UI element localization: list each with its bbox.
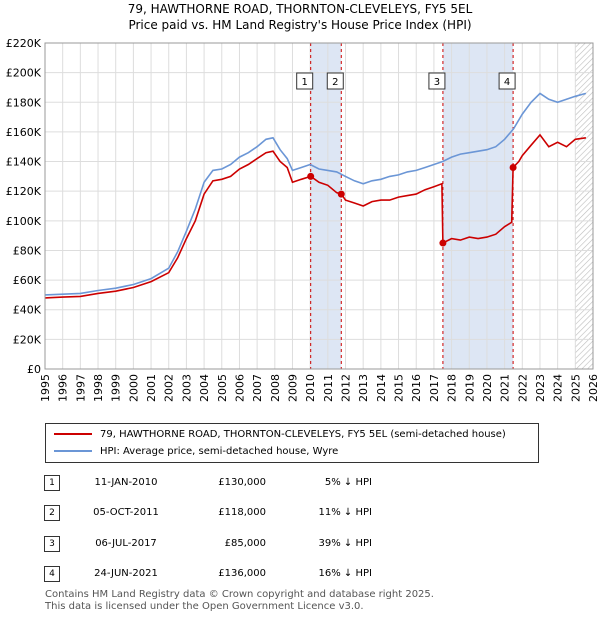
transaction-number-badge: 1 bbox=[44, 475, 60, 491]
transaction-date: 05-OCT-2011 bbox=[93, 507, 159, 518]
y-tick-label: £120K bbox=[6, 185, 42, 198]
x-tick-label: 2020 bbox=[481, 374, 494, 402]
transaction-row: 4 24-JUN-2021 £136,000 16% ↓ HPI bbox=[0, 566, 600, 584]
transaction-price: £85,000 bbox=[224, 538, 266, 549]
y-tick-label: £140K bbox=[6, 156, 42, 169]
x-tick-label: 2024 bbox=[552, 374, 565, 402]
y-tick-label: £0 bbox=[27, 363, 41, 376]
x-tick-label: 1998 bbox=[92, 374, 105, 402]
legend-swatch-hpi bbox=[54, 450, 92, 452]
x-tick-label: 2002 bbox=[163, 374, 176, 402]
sale-marker-label: 1 bbox=[302, 77, 308, 88]
sale-point bbox=[439, 239, 447, 247]
x-tick-label: 2008 bbox=[269, 374, 282, 402]
y-tick-label: £100K bbox=[6, 215, 42, 228]
sale-marker-label: 4 bbox=[504, 77, 510, 88]
x-tick-label: 2003 bbox=[180, 374, 193, 402]
sale-marker-box bbox=[498, 72, 516, 90]
sale-marker-box bbox=[428, 72, 446, 90]
x-tick-label: 2022 bbox=[516, 374, 529, 402]
x-tick-label: 2006 bbox=[233, 374, 246, 402]
x-tick-label: 2014 bbox=[375, 374, 388, 402]
sale-marker-label: 2 bbox=[332, 77, 338, 88]
sale-point bbox=[509, 163, 517, 171]
sale-marker-box bbox=[296, 72, 314, 90]
y-tick-label: £180K bbox=[6, 96, 42, 109]
x-tick-label: 2016 bbox=[410, 374, 423, 402]
sale-point bbox=[307, 172, 315, 180]
x-tick-label: 2011 bbox=[322, 374, 335, 402]
y-tick-label: £80K bbox=[13, 244, 42, 257]
x-tick-label: 2004 bbox=[198, 374, 211, 402]
x-tick-label: 2001 bbox=[145, 374, 158, 402]
legend-label-property: 79, HAWTHORNE ROAD, THORNTON-CLEVELEYS, … bbox=[100, 429, 506, 440]
transaction-number-badge: 4 bbox=[44, 566, 60, 582]
transaction-price: £136,000 bbox=[218, 568, 266, 579]
legend-item-hpi: HPI: Average price, semi-detached house,… bbox=[54, 444, 338, 460]
x-tick-label: 2023 bbox=[534, 374, 547, 402]
footer-copyright: Contains HM Land Registry data © Crown c… bbox=[45, 589, 434, 600]
chart-legend: 79, HAWTHORNE ROAD, THORNTON-CLEVELEYS, … bbox=[45, 423, 539, 463]
transaction-number-badge: 2 bbox=[44, 505, 60, 521]
x-tick-label: 2012 bbox=[340, 374, 353, 402]
x-tick-label: 2015 bbox=[393, 374, 406, 402]
x-tick-label: 2019 bbox=[463, 374, 476, 402]
x-tick-label: 1996 bbox=[57, 374, 70, 402]
transaction-hpi-diff: 16% ↓ HPI bbox=[318, 568, 372, 579]
x-tick-label: 2013 bbox=[357, 374, 370, 402]
footer-licence: This data is licensed under the Open Gov… bbox=[45, 601, 364, 612]
sale-period-band bbox=[310, 43, 342, 369]
y-tick-label: £40K bbox=[13, 304, 42, 317]
y-tick-label: £60K bbox=[13, 274, 42, 287]
legend-label-hpi: HPI: Average price, semi-detached house,… bbox=[100, 446, 339, 457]
x-tick-label: 2026 bbox=[587, 374, 600, 402]
transaction-date: 11-JAN-2010 bbox=[94, 477, 158, 488]
y-tick-label: £160K bbox=[6, 126, 42, 139]
transaction-date: 24-JUN-2021 bbox=[94, 568, 158, 579]
x-tick-label: 2017 bbox=[428, 374, 441, 402]
hpi-series-line bbox=[44, 92, 587, 296]
transaction-hpi-diff: 11% ↓ HPI bbox=[318, 507, 372, 518]
legend-item-property: 79, HAWTHORNE ROAD, THORNTON-CLEVELEYS, … bbox=[54, 427, 506, 443]
transaction-hpi-diff: 39% ↓ HPI bbox=[318, 538, 372, 549]
x-tick-label: 2009 bbox=[286, 374, 299, 402]
chart-title-line2: Price paid vs. HM Land Registry's House … bbox=[128, 18, 472, 32]
price-chart: £0 £20K £40K £60K £80K £100K £120K £140K £160K £1… bbox=[6, 37, 600, 402]
property-series-line bbox=[44, 133, 587, 299]
transaction-date: 06-JUL-2017 bbox=[95, 538, 157, 549]
transaction-hpi-diff: 5% ↓ HPI bbox=[324, 477, 372, 488]
sale-point bbox=[337, 190, 345, 198]
y-tick-label: £200K bbox=[6, 67, 42, 80]
x-tick-label: 2021 bbox=[499, 374, 512, 402]
x-tick-label: 2005 bbox=[216, 374, 229, 402]
y-tick-label: £220K bbox=[6, 37, 42, 50]
x-tick-label: 1999 bbox=[110, 374, 123, 402]
forecast-hatch bbox=[575, 43, 593, 369]
transaction-row: 1 11-JAN-2010 £130,000 5% ↓ HPI bbox=[0, 475, 600, 493]
x-tick-label: 1997 bbox=[74, 374, 87, 402]
transaction-price: £130,000 bbox=[218, 477, 266, 488]
x-tick-label: 2000 bbox=[127, 374, 140, 402]
transaction-price: £118,000 bbox=[218, 507, 266, 518]
x-tick-label: 2018 bbox=[446, 374, 459, 402]
legend-swatch-property bbox=[54, 433, 92, 435]
plot-frame bbox=[44, 42, 594, 370]
sale-marker-label: 3 bbox=[434, 77, 440, 88]
transaction-row: 3 06-JUL-2017 £85,000 39% ↓ HPI bbox=[0, 536, 600, 554]
x-tick-label: 2007 bbox=[251, 374, 264, 402]
transaction-row: 2 05-OCT-2011 £118,000 11% ↓ HPI bbox=[0, 505, 600, 523]
sale-period-band bbox=[442, 43, 514, 369]
x-tick-label: 1995 bbox=[39, 374, 52, 402]
x-tick-label: 2025 bbox=[569, 374, 582, 402]
transaction-number-badge: 3 bbox=[44, 536, 60, 552]
y-tick-label: £20K bbox=[13, 333, 42, 346]
sale-marker-box bbox=[326, 72, 344, 90]
x-tick-label: 2010 bbox=[304, 374, 317, 402]
chart-title-line1: 79, HAWTHORNE ROAD, THORNTON-CLEVELEYS, … bbox=[127, 2, 473, 16]
